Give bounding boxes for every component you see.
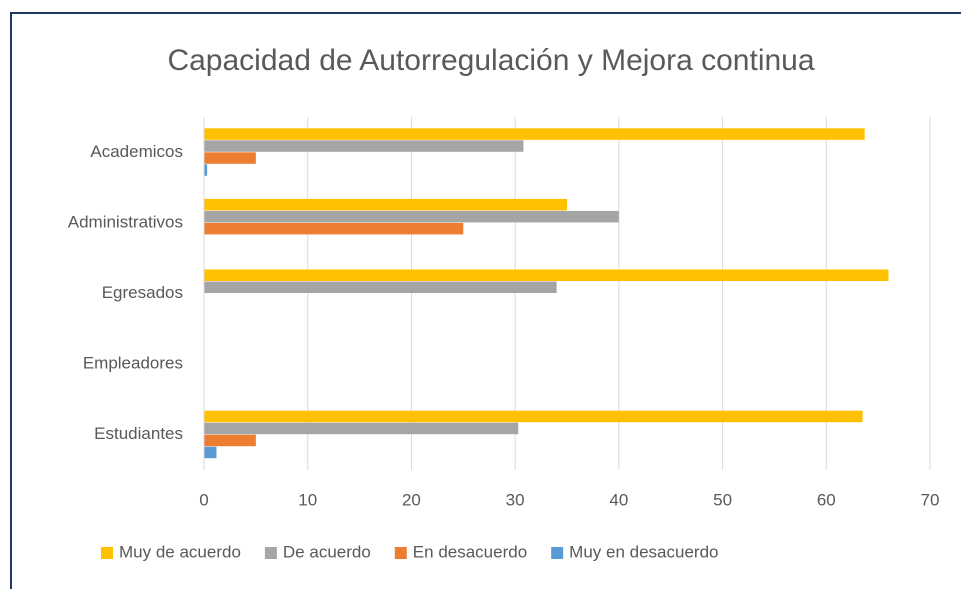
x-tick-label: 70 (921, 490, 940, 509)
bar (204, 410, 863, 423)
bar (204, 222, 464, 235)
x-tick-label: 10 (298, 490, 317, 509)
x-tick-label: 50 (713, 490, 732, 509)
bar (204, 140, 524, 152)
chart-title: Capacidad de Autorregulación y Mejora co… (167, 44, 814, 77)
bar (204, 152, 256, 164)
legend-label: Muy de acuerdo (119, 542, 241, 561)
legend-label: Muy en desacuerdo (569, 542, 718, 561)
bar (204, 128, 865, 140)
legend-swatch (551, 547, 564, 559)
bar (204, 281, 557, 293)
frame (10, 12, 961, 589)
bar (204, 164, 208, 176)
y-tick-label: Egresados (102, 283, 183, 302)
x-tick-label: 40 (609, 490, 628, 509)
y-tick-label: Administrativos (68, 212, 183, 231)
y-tick-label: Academicos (90, 142, 183, 161)
bar (204, 198, 567, 211)
x-tick-label: 0 (199, 490, 208, 509)
bar (204, 269, 889, 281)
bar (204, 210, 619, 223)
legend-swatch (101, 547, 113, 559)
legend-swatch (264, 547, 277, 559)
bar (204, 422, 519, 435)
x-tick-label: 60 (817, 490, 836, 509)
legend-label: De acuerdo (283, 542, 371, 561)
x-tick-label: 30 (506, 490, 525, 509)
y-tick-label: Empleadores (83, 354, 183, 373)
bar (204, 446, 217, 459)
y-tick-label: Estudiantes (94, 424, 183, 443)
bar (204, 434, 256, 447)
legend-label: En desacuerdo (413, 542, 527, 561)
legend-swatch (394, 547, 407, 559)
x-tick-label: 20 (402, 490, 421, 509)
